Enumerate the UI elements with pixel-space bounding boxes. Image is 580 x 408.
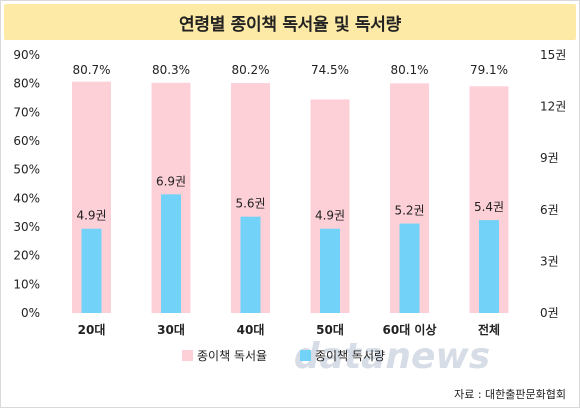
source-note: 자료 : 대한출판문화협회 xyxy=(454,388,566,401)
x-tick-label: 30대 xyxy=(157,323,185,337)
legend-swatch-reading-volume xyxy=(300,350,311,361)
reading-volume-value-label: 5.2권 xyxy=(394,204,424,218)
x-tick-label: 전체 xyxy=(478,322,500,337)
right-tick-label: 15권 xyxy=(540,48,566,62)
left-tick-label: 40% xyxy=(13,191,40,205)
left-tick-label: 20% xyxy=(13,249,40,263)
reading-rate-value-label: 80.1% xyxy=(390,63,428,77)
reading-volume-value-label: 6.9권 xyxy=(156,174,186,188)
left-axis-ticks: 0% 10% 20% 30% 40% 50% 60% 70% 80% 90% xyxy=(13,48,40,320)
x-tick-label: 50대 xyxy=(316,323,344,337)
left-tick-label: 30% xyxy=(13,220,40,234)
watermark: datanews xyxy=(294,336,490,377)
left-tick-label: 0% xyxy=(21,306,40,320)
reading-volume-value-label: 4.9권 xyxy=(315,209,345,223)
reading-volume-bar xyxy=(399,223,420,313)
reading-rate-value-label: 74.5% xyxy=(311,63,349,77)
reading-rate-value-label: 80.2% xyxy=(231,63,269,77)
reading-volume-value-label: 5.4권 xyxy=(474,200,504,214)
reading-volume-labels: 4.9권 6.9권 5.6권 4.9권 5.2권 5.4권 xyxy=(76,174,504,222)
left-tick-label: 90% xyxy=(13,48,40,62)
reading-volume-bars xyxy=(81,194,499,313)
reading-rate-bars xyxy=(72,81,509,314)
left-tick-label: 70% xyxy=(13,105,40,119)
legend-swatch-reading-rate xyxy=(182,350,193,361)
reading-volume-bar xyxy=(161,194,181,313)
reading-volume-bar xyxy=(240,216,261,313)
x-tick-label: 20대 xyxy=(78,323,106,337)
legend-label-reading-rate: 종이책 독서율 xyxy=(197,348,267,363)
reading-rate-value-label: 79.1% xyxy=(470,63,508,77)
reading-volume-value-label: 5.6권 xyxy=(235,197,265,211)
reading-rate-value-label: 80.7% xyxy=(72,63,110,77)
right-tick-label: 6권 xyxy=(540,203,559,217)
legend-label-reading-volume: 종이책 독서량 xyxy=(315,348,385,363)
chart-legend: 종이책 독서율 종이책 독서량 xyxy=(182,348,385,363)
right-tick-label: 9권 xyxy=(540,151,559,165)
chart-title-bar: 연령별 종이책 독서율 및 독서량 xyxy=(4,4,576,40)
right-tick-label: 0권 xyxy=(540,306,559,320)
right-axis-ticks: 0권 3권 6권 9권 12권 15권 xyxy=(540,48,566,320)
reading-rate-labels: 80.7% 80.3% 80.2% 74.5% 80.1% 79.1% xyxy=(72,63,508,77)
reading-volume-bar xyxy=(81,228,102,313)
x-tick-label: 40대 xyxy=(237,323,265,337)
reading-volume-bar xyxy=(479,220,499,313)
right-tick-label: 3권 xyxy=(540,254,559,268)
chart-title: 연령별 종이책 독서율 및 독서량 xyxy=(179,14,401,35)
x-tick-label: 60대 이상 xyxy=(383,322,437,337)
left-tick-label: 80% xyxy=(13,77,40,91)
left-tick-label: 10% xyxy=(13,277,40,291)
x-axis-ticks: 20대 30대 40대 50대 60대 이상 전체 xyxy=(78,322,500,337)
right-tick-label: 12권 xyxy=(540,100,566,114)
left-tick-label: 50% xyxy=(13,163,40,177)
reading-volume-value-label: 4.9권 xyxy=(76,209,106,223)
left-tick-label: 60% xyxy=(13,134,40,148)
reading-rate-value-label: 80.3% xyxy=(152,63,190,77)
reading-volume-bar xyxy=(320,228,340,313)
